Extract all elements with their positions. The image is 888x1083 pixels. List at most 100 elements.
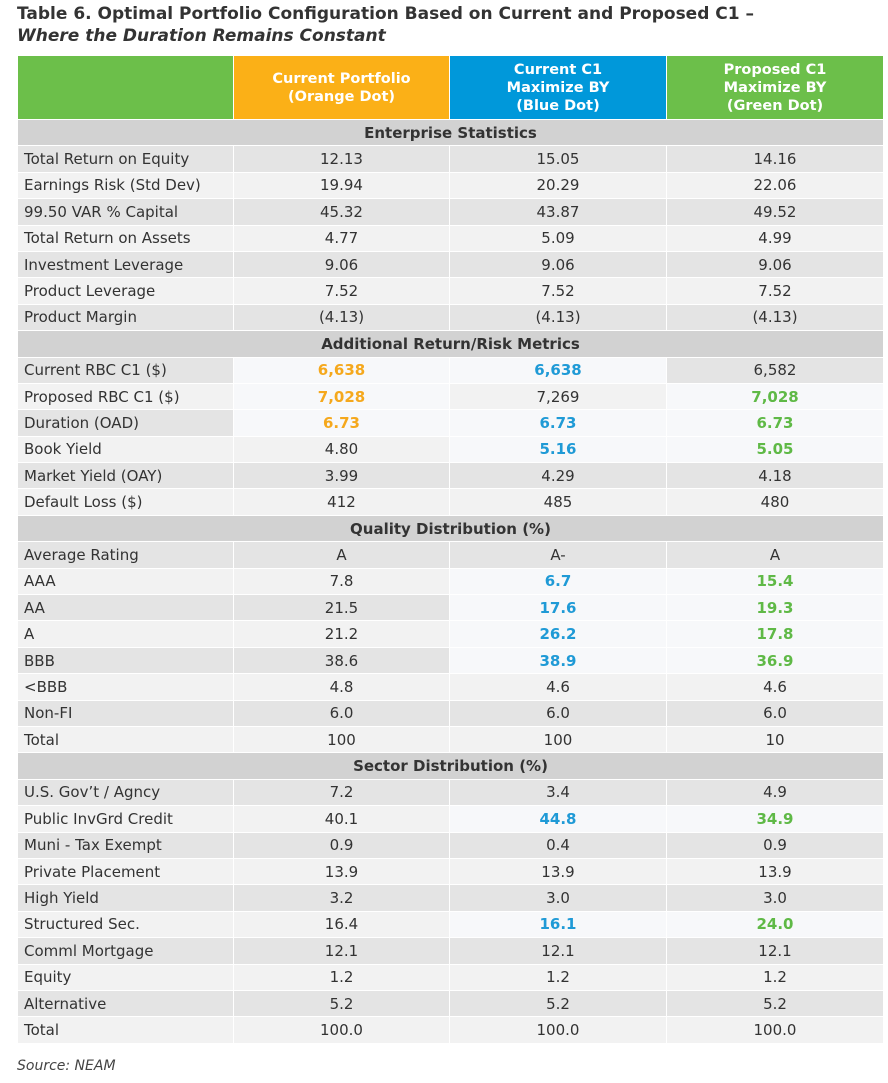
cell: 4.8 — [233, 673, 450, 701]
data-row: Private Placement 13.9 13.9 13.9 — [17, 857, 884, 886]
cell: 12.1 — [233, 937, 450, 965]
cell: 43.87 — [449, 198, 667, 226]
cell: 3.2 — [233, 884, 450, 912]
cell: 6,638 — [449, 356, 667, 384]
data-row: A 21.2 26.2 17.8 — [17, 620, 884, 648]
cell: 44.8 — [449, 805, 667, 833]
cell: 7.52 — [233, 277, 450, 305]
row-label: Total Return on Assets — [17, 224, 234, 252]
cell: (4.13) — [233, 303, 450, 332]
data-row: Public InvGrd Credit 40.1 44.8 34.9 — [17, 805, 884, 833]
source-note: Source: NEAM — [17, 1058, 116, 1074]
cell: 3.0 — [666, 884, 884, 912]
cell: 6.73 — [233, 409, 450, 437]
cell: 45.32 — [233, 198, 450, 226]
row-label: Private Placement — [17, 857, 234, 886]
cell: 1.2 — [449, 963, 667, 991]
row-label: Structured Sec. — [17, 910, 234, 939]
data-row: Market Yield (OAY) 3.99 4.29 4.18 — [17, 462, 884, 490]
cell: 6,638 — [233, 356, 450, 384]
row-label: Equity — [17, 963, 234, 991]
cell: 13.9 — [666, 857, 884, 886]
cell: 16.4 — [233, 910, 450, 939]
row-label: A — [17, 620, 234, 648]
cell: 100 — [233, 725, 450, 754]
row-label: U.S. Gov’t / Agncy — [17, 778, 234, 807]
cell: 4.18 — [666, 462, 884, 490]
cell: 9.06 — [449, 250, 667, 279]
cell: 5.05 — [666, 435, 884, 464]
data-row: Alternative 5.2 5.2 5.2 — [17, 989, 884, 1018]
cell: 7,269 — [449, 382, 667, 411]
data-row: Average Rating A A- A — [17, 541, 884, 569]
cell: 0.4 — [449, 831, 667, 859]
row-label: Alternative — [17, 989, 234, 1018]
section-heading: Additional Return/Risk Metrics — [17, 330, 884, 358]
cell: 38.9 — [449, 646, 667, 675]
cell: 100.0 — [233, 1016, 450, 1044]
data-row: Duration (OAD) 6.73 6.73 6.73 — [17, 409, 884, 437]
cell: 10 — [666, 725, 884, 754]
cell: 4.9 — [666, 778, 884, 807]
data-row: AA 21.5 17.6 19.3 — [17, 594, 884, 622]
cell: 7,028 — [233, 382, 450, 411]
row-label: <BBB — [17, 673, 234, 701]
cell: 15.4 — [666, 567, 884, 596]
column-header: Proposed C1 Maximize BY (Green Dot) — [666, 55, 884, 120]
cell: 12.1 — [449, 937, 667, 965]
cell: 5.2 — [449, 989, 667, 1018]
header-cell — [17, 55, 234, 120]
cell: 17.8 — [666, 620, 884, 648]
cell: 21.2 — [233, 620, 450, 648]
cell: 5.2 — [233, 989, 450, 1018]
data-row: 99.50 VAR % Capital 45.32 43.87 49.52 — [17, 198, 884, 226]
cell: 0.9 — [233, 831, 450, 859]
data-row: Equity 1.2 1.2 1.2 — [17, 963, 884, 991]
cell: 485 — [449, 488, 667, 516]
row-label: Total — [17, 1016, 234, 1044]
row-label: Average Rating — [17, 541, 234, 569]
row-label: Public InvGrd Credit — [17, 805, 234, 833]
row-label: Current RBC C1 ($) — [17, 356, 234, 384]
cell: 6.73 — [449, 409, 667, 437]
row-label: Product Margin — [17, 303, 234, 332]
cell: 4.77 — [233, 224, 450, 252]
data-row: <BBB 4.8 4.6 4.6 — [17, 673, 884, 701]
table-subtitle: Where the Duration Remains Constant — [17, 26, 386, 46]
cell: 9.06 — [233, 250, 450, 279]
section-row: Quality Distribution (%) — [17, 514, 884, 543]
cell: 36.9 — [666, 646, 884, 675]
section-heading: Quality Distribution (%) — [17, 514, 884, 543]
row-label: AAA — [17, 567, 234, 596]
data-row: Product Margin (4.13) (4.13) (4.13) — [17, 303, 884, 332]
portfolio-table: Current Portfolio (Orange Dot) Current C1… — [17, 55, 884, 1044]
row-label: High Yield — [17, 884, 234, 912]
data-row: Book Yield 4.80 5.16 5.05 — [17, 435, 884, 464]
row-label: 99.50 VAR % Capital — [17, 198, 234, 226]
cell: 412 — [233, 488, 450, 516]
cell: 7.2 — [233, 778, 450, 807]
cell: 26.2 — [449, 620, 667, 648]
cell: A — [233, 541, 450, 569]
cell: 1.2 — [233, 963, 450, 991]
section-row: Additional Return/Risk Metrics — [17, 330, 884, 358]
cell: 5.2 — [666, 989, 884, 1018]
section-row: Sector Distribution (%) — [17, 752, 884, 780]
cell: 6.7 — [449, 567, 667, 596]
cell: 13.9 — [233, 857, 450, 886]
data-row: U.S. Gov’t / Agncy 7.2 3.4 4.9 — [17, 778, 884, 807]
data-row: High Yield 3.2 3.0 3.0 — [17, 884, 884, 912]
section-heading: Sector Distribution (%) — [17, 752, 884, 780]
data-row: Investment Leverage 9.06 9.06 9.06 — [17, 250, 884, 279]
cell: 22.06 — [666, 171, 884, 200]
cell: 49.52 — [666, 198, 884, 226]
cell: 6.73 — [666, 409, 884, 437]
data-row: BBB 38.6 38.9 36.9 — [17, 646, 884, 675]
cell: 9.06 — [666, 250, 884, 279]
row-label: Investment Leverage — [17, 250, 234, 279]
cell: 5.16 — [449, 435, 667, 464]
cell: 19.3 — [666, 594, 884, 622]
cell: 100.0 — [666, 1016, 884, 1044]
column-header: Current C1 Maximize BY (Blue Dot) — [449, 55, 667, 120]
